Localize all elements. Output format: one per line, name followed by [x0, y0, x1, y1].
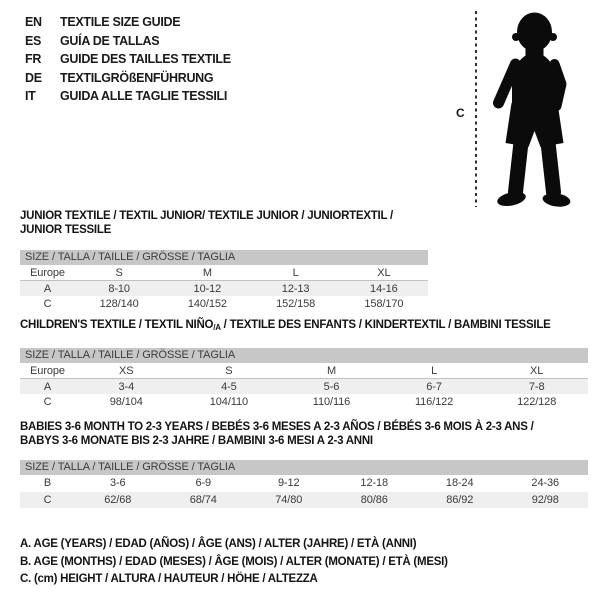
- cell: 104/110: [209, 395, 249, 408]
- height-measure-figure: C: [448, 6, 598, 212]
- table-row-b: B 3-6 6-9 9-12 12-18 18-24 24-36: [20, 475, 588, 492]
- guide-title: GUIDA ALLE TAGLIE TESSILI: [60, 89, 228, 104]
- cell: 8-10: [108, 282, 130, 295]
- language-row: FR GUIDE DES TAILLES TEXTILE: [25, 50, 231, 69]
- height-dashed-line: [475, 11, 477, 207]
- row-label: B: [43, 477, 52, 490]
- region-label: Europe: [20, 363, 75, 379]
- title-text: / TEXTILE DES ENFANTS / KINDERTEXTIL / B…: [220, 319, 551, 331]
- size-header-bar: SIZE / TALLA / TAILLE / GRÖSSE / TAGLIA: [20, 460, 588, 475]
- language-code: EN: [25, 15, 42, 30]
- language-title-list: EN TEXTILE SIZE GUIDE ES GUÍA DE TALLAS …: [25, 13, 231, 106]
- legend-line-a: A. AGE (YEARS) / EDAD (AÑOS) / ÂGE (ANS)…: [20, 538, 417, 550]
- size-columns-row: Europe S M L XL: [20, 265, 428, 281]
- junior-textile-table: JUNIOR TEXTILE / TEXTIL JUNIOR/ TEXTILE …: [20, 209, 428, 311]
- cell: 158/170: [364, 297, 404, 310]
- cell: 24-36: [531, 477, 560, 490]
- cell: 152/158: [276, 297, 316, 310]
- cell: 14-16: [370, 282, 398, 295]
- size-column: XL: [339, 265, 428, 281]
- row-label: C: [43, 297, 52, 310]
- language-code: DE: [25, 70, 42, 85]
- table-row-c: C 62/68 68/74 74/80 80/86 86/92 92/98: [20, 491, 588, 508]
- babies-textile-table: BABIES 3-6 MONTH TO 2-3 YEARS / BEBÉS 3-…: [20, 420, 588, 508]
- size-table: Europe XS S M L XL A 3-4 4-5 5-6 6-7 7-8…: [20, 363, 588, 409]
- language-code: FR: [25, 52, 42, 67]
- guide-title: TEXTILGRÖßENFÜHRUNG: [60, 70, 214, 85]
- measure-label-c: C: [456, 106, 465, 120]
- cell: 128/140: [99, 297, 139, 310]
- baby-silhouette-icon: [493, 12, 571, 207]
- cell: 110/116: [312, 395, 351, 408]
- cell: 62/68: [104, 493, 132, 506]
- legend-line-c: C. (cm) HEIGHT / ALTURA / HAUTEUR / HÖHE…: [20, 573, 318, 585]
- cell: 98/104: [109, 395, 143, 408]
- cell: 4-5: [221, 380, 237, 393]
- cell: 116/122: [414, 395, 454, 408]
- guide-title: TEXTILE SIZE GUIDE: [60, 15, 181, 30]
- language-code: IT: [25, 89, 36, 104]
- junior-table-title: JUNIOR TEXTILE / TEXTIL JUNIOR/ TEXTILE …: [20, 210, 393, 236]
- title-subscript: /A: [213, 323, 221, 332]
- babies-table-title: BABIES 3-6 MONTH TO 2-3 YEARS / BEBÉS 3-…: [20, 420, 588, 448]
- size-column: XS: [75, 363, 178, 379]
- cell: 68/74: [189, 493, 217, 506]
- table-row-a: A 3-4 4-5 5-6 6-7 7-8: [20, 378, 588, 394]
- size-column: S: [177, 363, 281, 379]
- table-row-c: C 128/140 140/152 152/158 158/170: [20, 296, 428, 311]
- cell: 86/92: [446, 493, 474, 506]
- size-column: L: [251, 265, 340, 281]
- cell: 7-8: [528, 380, 545, 393]
- babies-title-line2: BABYS 3-6 MONATE BIS 2-3 JAHRE / BAMBINI…: [20, 435, 373, 447]
- language-row: ES GUÍA DE TALLAS: [25, 32, 231, 51]
- guide-title: GUÍA DE TALLAS: [60, 33, 160, 48]
- language-row: DE TEXTILGRÖßENFÜHRUNG: [25, 69, 231, 88]
- size-column: L: [382, 363, 486, 379]
- region-label: Europe: [20, 265, 75, 281]
- language-row: EN TEXTILE SIZE GUIDE: [25, 13, 231, 32]
- cell: 18-24: [445, 477, 474, 490]
- language-code: ES: [25, 33, 42, 48]
- babies-title-line1: BABIES 3-6 MONTH TO 2-3 YEARS / BEBÉS 3-…: [20, 421, 534, 433]
- cell: 12-13: [281, 282, 310, 295]
- size-column: XL: [485, 363, 588, 379]
- cell: 5-6: [323, 380, 340, 393]
- cell: 92/98: [531, 493, 559, 506]
- cell: 12-18: [360, 477, 389, 490]
- row-label: A: [43, 380, 52, 393]
- language-row: IT GUIDA ALLE TAGLIE TESSILI: [25, 87, 231, 106]
- size-column: S: [75, 265, 164, 281]
- childrens-textile-table: CHILDREN'S TEXTILE / TEXTIL NIÑO/A / TEX…: [20, 318, 588, 409]
- cell: 6-7: [426, 380, 442, 393]
- size-columns-row: Europe XS S M L XL: [20, 363, 588, 379]
- row-label: C: [43, 493, 52, 506]
- cell: 140/152: [187, 297, 227, 310]
- table-row-a: A 8-10 10-12 12-13 14-16: [20, 280, 428, 296]
- cell: 10-12: [193, 282, 222, 295]
- cell: 3-4: [118, 380, 135, 393]
- legend-line-b: B. AGE (MONTHS) / EDAD (MESES) / ÂGE (MO…: [20, 555, 448, 568]
- cell: 122/128: [517, 395, 557, 408]
- childrens-table-title: CHILDREN'S TEXTILE / TEXTIL NIÑO/A / TEX…: [20, 318, 588, 335]
- row-label: C: [43, 395, 52, 408]
- size-header-bar: SIZE / TALLA / TAILLE / GRÖSSE / TAGLIA: [20, 250, 428, 265]
- cell: 6-9: [195, 477, 212, 490]
- cell: 74/80: [275, 493, 303, 506]
- size-header-bar: SIZE / TALLA / TAILLE / GRÖSSE / TAGLIA: [20, 348, 588, 363]
- row-label: A: [43, 282, 52, 295]
- size-table: Europe S M L XL A 8-10 10-12 12-13 14-16…: [20, 265, 428, 311]
- size-column: M: [163, 265, 252, 281]
- size-table: B 3-6 6-9 9-12 12-18 18-24 24-36 C 62/68…: [20, 475, 588, 508]
- cell: 3-6: [109, 477, 126, 490]
- guide-title: GUIDE DES TAILLES TEXTILE: [60, 52, 231, 67]
- table-row-c: C 98/104 104/110 110/116 116/122 122/128: [20, 394, 588, 409]
- cell: 9-12: [277, 477, 300, 490]
- cell: 80/86: [360, 493, 388, 506]
- size-column: M: [280, 363, 383, 379]
- title-text: CHILDREN'S TEXTILE / TEXTIL NIÑO: [20, 319, 214, 331]
- measure-legend: A. AGE (YEARS) / EDAD (AÑOS) / ÂGE (ANS)…: [20, 536, 448, 589]
